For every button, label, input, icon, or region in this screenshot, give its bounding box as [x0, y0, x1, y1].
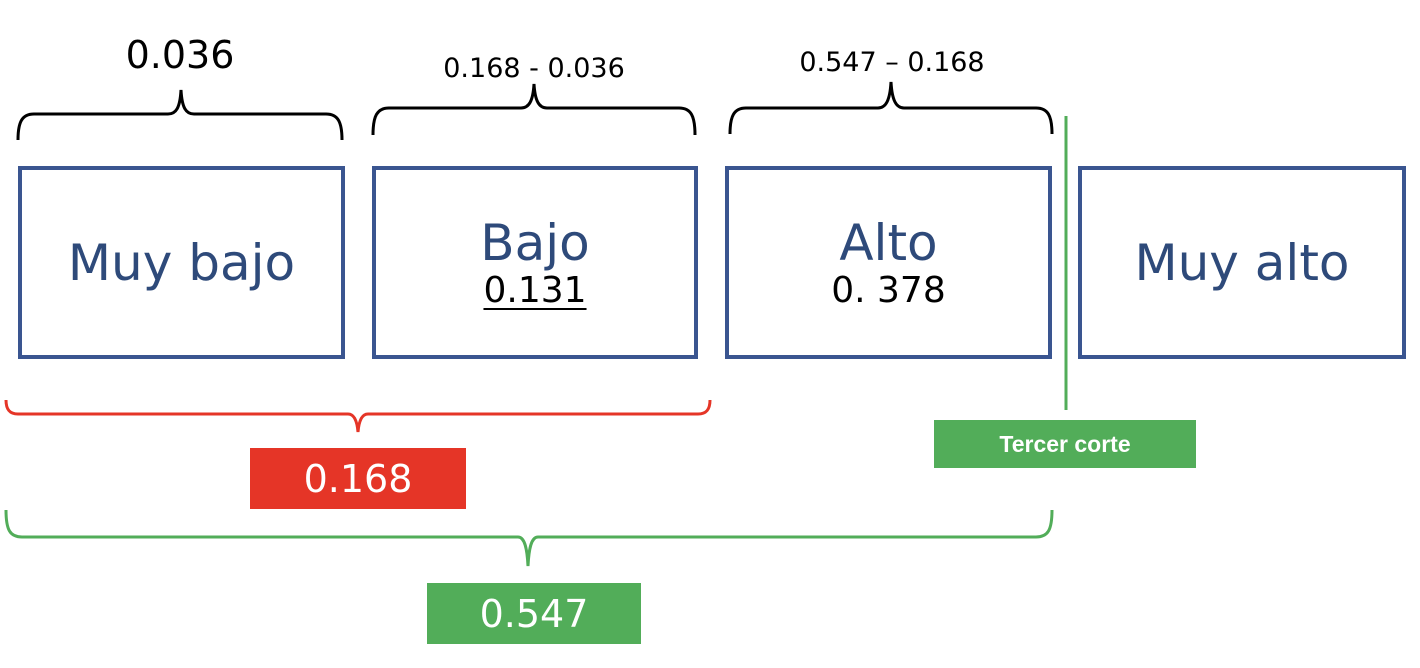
category-value: 0.131 [483, 269, 587, 311]
label-segment-3: 0.547 – 0.168 [799, 47, 985, 78]
brace-alto [728, 81, 1054, 135]
red-cumulative-value: 0.168 [250, 448, 466, 509]
brace-bajo [371, 83, 697, 136]
category-value: 0. 378 [831, 269, 946, 311]
category-name: Muy alto [1134, 233, 1350, 292]
category-name: Muy bajo [67, 233, 296, 292]
label-segment-2: 0.168 - 0.036 [443, 53, 625, 84]
brace-green-cumulative [4, 509, 1054, 567]
brace-muy-bajo [16, 89, 344, 141]
category-box-muy-bajo: Muy bajo [18, 166, 345, 359]
category-name: Bajo [480, 213, 590, 272]
green-cumulative-value: 0.547 [427, 583, 641, 644]
brace-red-cumulative [4, 399, 712, 433]
category-box-bajo: Bajo 0.131 [372, 166, 698, 359]
label-segment-1: 0.036 [125, 33, 235, 77]
category-name: Alto [839, 213, 938, 272]
tercer-corte-label: Tercer corte [934, 420, 1196, 468]
category-box-muy-alto: Muy alto [1078, 166, 1406, 359]
category-box-alto: Alto 0. 378 [725, 166, 1052, 359]
